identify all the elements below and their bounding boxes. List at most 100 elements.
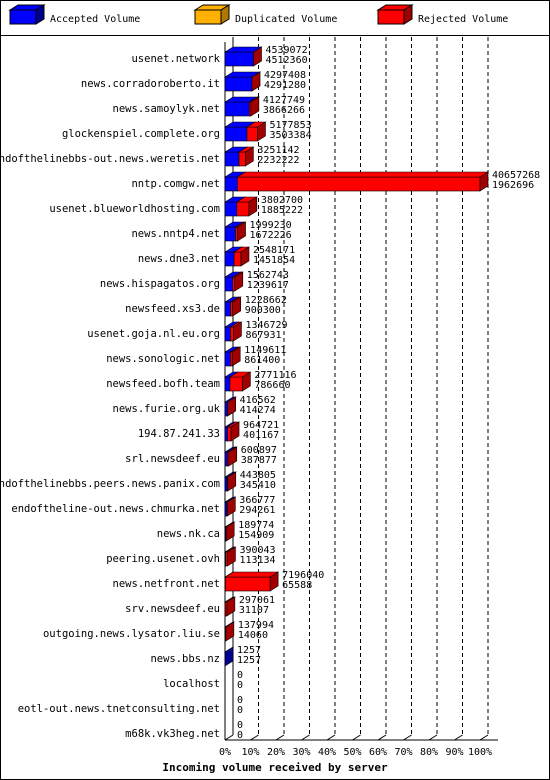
bar-segment: [224, 596, 236, 617]
chart-title: Incoming volume received by server: [162, 761, 388, 774]
value-label: 2232222: [257, 155, 299, 166]
x-tick-label: 70%: [394, 747, 412, 758]
tick-mark: [352, 734, 361, 741]
total-label: 7196040: [282, 570, 324, 581]
value-label: 1885222: [261, 205, 303, 216]
y-tick-label: srl.newsdeef.eu: [125, 453, 220, 465]
bar: [236, 201, 250, 217]
y-tick-label: news.dne3.net: [138, 253, 220, 265]
bar-segment: [226, 396, 237, 417]
x-tick-label: 10%: [241, 747, 259, 758]
x-tick-label: 90%: [445, 747, 463, 758]
y-tick-label: 194.87.241.33: [138, 428, 220, 440]
legend-swatch-side: [35, 4, 45, 25]
y-tick-label: news.nntp4.net: [131, 228, 220, 240]
y-tick-label: newsfeed.bofh.team: [106, 378, 220, 390]
bar: [238, 151, 246, 167]
y-tick-label: usenet.network: [131, 53, 220, 65]
bar-side: [228, 446, 238, 467]
value-label: 0: [237, 705, 243, 716]
x-tick-label: 100%: [468, 747, 492, 758]
value-label: 4512360: [265, 55, 307, 66]
total-label: 1257: [237, 645, 261, 656]
total-label: 40657268: [492, 170, 540, 181]
bar: [224, 476, 228, 492]
bar: [237, 176, 481, 192]
total-label: 1346729: [245, 320, 287, 331]
legend-swatch: [9, 9, 37, 25]
bar: [224, 251, 235, 267]
bar-segment: [229, 346, 242, 367]
tick-mark: [403, 734, 412, 741]
bar-side: [227, 496, 236, 517]
bar-segment: [228, 371, 252, 392]
bar-side: [227, 396, 236, 417]
bar-segment: [234, 221, 247, 242]
legend-label: Rejected Volume: [418, 14, 508, 25]
y-tick-label: news.furie.org.uk: [113, 403, 221, 415]
total-label: 2548171: [253, 245, 295, 256]
value-label: 1672226: [250, 230, 292, 241]
legend-label: Accepted Volume: [50, 14, 140, 25]
bar: [235, 226, 238, 242]
total-label: 1999230: [250, 220, 292, 231]
bar-side: [251, 71, 261, 92]
total-label: 3251142: [257, 145, 299, 156]
bar-top: [224, 571, 280, 578]
bar-segment: [252, 46, 263, 67]
tick-mark: [428, 734, 438, 741]
bar-side: [479, 171, 489, 192]
bar-side: [227, 471, 237, 492]
value-label: 345410: [240, 480, 276, 491]
value-label: 31107: [239, 605, 269, 616]
x-tick-label: 50%: [343, 747, 361, 758]
bar-side: [230, 421, 240, 442]
total-label: 4127749: [263, 95, 305, 106]
total-label: 189774: [238, 520, 274, 531]
total-label: 443805: [240, 470, 276, 481]
bar: [224, 426, 228, 442]
y-tick-label: endofthelinebbs-out.news.weretis.net: [0, 153, 220, 165]
total-label: 416562: [240, 395, 276, 406]
bar-segment: [226, 471, 237, 492]
total-label: 4297408: [264, 70, 306, 81]
bar: [224, 326, 231, 342]
bar: [224, 301, 231, 317]
y-tick-label: news.bbs.nz: [150, 653, 220, 665]
bar-side: [234, 271, 244, 292]
bar: [225, 576, 271, 592]
y-tick-label: usenet.blueworldhosting.com: [49, 203, 220, 215]
tick-mark: [224, 734, 234, 741]
y-tick-label: m68k.vk3heg.net: [125, 728, 220, 740]
total-label: 1562743: [247, 270, 289, 281]
bar-segment: [224, 546, 237, 567]
value-label: 14060: [238, 630, 268, 641]
legend-label: Duplicated Volume: [235, 14, 337, 25]
legend-swatch-side: [403, 4, 413, 25]
bar-segment: [224, 621, 235, 642]
y-tick-label: news.samoylyk.net: [113, 103, 220, 115]
bar: [224, 126, 248, 142]
value-label: 786660: [254, 380, 290, 391]
tick-mark: [479, 734, 489, 741]
value-label: 867931: [245, 330, 281, 341]
y-tick-label: endofthelinebbs.peers.news.panix.com: [0, 478, 220, 490]
y-tick-label: news.sonologic.net: [106, 353, 220, 365]
bar-side: [240, 246, 250, 267]
bar-segment: [225, 496, 237, 517]
y-tick-label: endoftheline-out.news.chmurka.net: [11, 503, 220, 515]
value-label: 1962696: [492, 180, 534, 191]
bar: [227, 426, 232, 442]
bar-segment: [224, 571, 280, 592]
bar: [224, 176, 238, 192]
bar-side: [245, 146, 254, 167]
bar: [224, 351, 231, 367]
tick-mark: [377, 734, 387, 741]
bar: [232, 276, 236, 292]
total-label: 600897: [241, 445, 277, 456]
bar: [230, 301, 234, 317]
total-label: 0: [237, 720, 243, 731]
bar: [224, 101, 250, 117]
